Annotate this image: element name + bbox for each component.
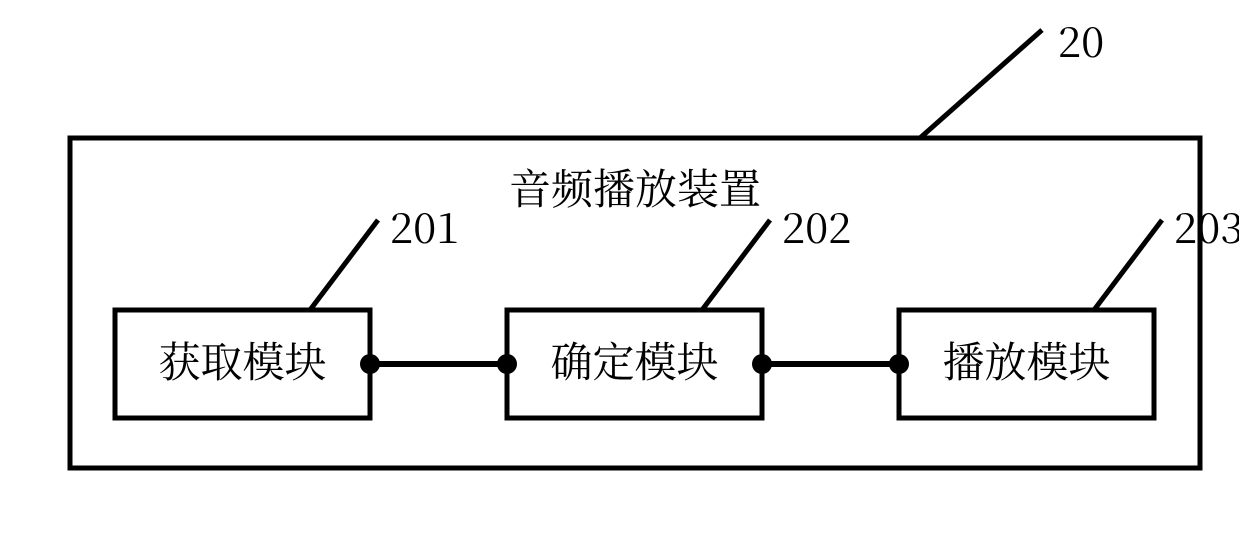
module-acquire-callout-label: 201	[390, 196, 459, 256]
connector-1-dot-end	[889, 354, 909, 374]
connector-0-dot-start	[360, 354, 380, 374]
connector-0-dot-end	[497, 354, 517, 374]
container-callout-label: 20	[1058, 10, 1104, 70]
module-acquire-label: 获取模块	[158, 330, 326, 390]
module-determine-label: 确定模块	[550, 330, 718, 390]
canvas-bg	[0, 0, 1239, 535]
connector-1-dot-start	[752, 354, 772, 374]
module-determine-callout-label: 202	[782, 196, 851, 256]
module-play-callout-label: 203	[1174, 196, 1239, 256]
container-title: 音频播放装置	[509, 157, 761, 217]
module-play-label: 播放模块	[942, 330, 1110, 390]
